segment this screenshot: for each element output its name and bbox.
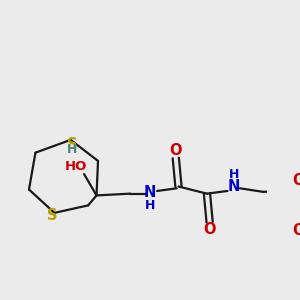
Text: H: H [229,168,239,182]
Text: N: N [227,179,240,194]
Text: O: O [292,223,300,238]
Text: N: N [144,185,156,200]
Text: H: H [66,142,77,156]
Text: S: S [67,137,78,152]
Text: O: O [203,222,216,237]
Text: S: S [46,208,57,223]
Text: H: H [145,199,155,212]
Text: O: O [292,173,300,188]
Text: HO: HO [65,160,87,172]
Text: O: O [169,143,182,158]
